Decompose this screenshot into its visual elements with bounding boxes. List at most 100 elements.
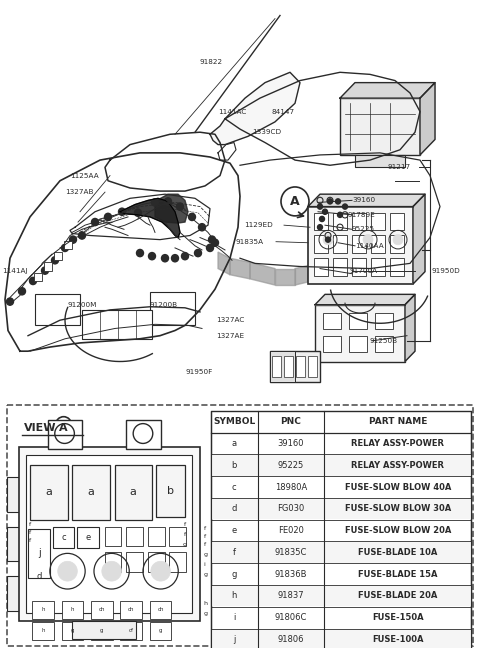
Text: 91806: 91806 [278, 635, 304, 644]
Bar [352, 236, 366, 253]
Text: FUSE-BLADE 20A: FUSE-BLADE 20A [358, 591, 437, 601]
Circle shape [199, 223, 205, 231]
Bar [7, 477, 21, 512]
Bar [211, 455, 471, 476]
Bar [150, 601, 171, 619]
Polygon shape [315, 294, 415, 305]
Bar [44, 263, 52, 271]
Text: 91835C: 91835C [275, 548, 307, 557]
Bar [150, 292, 195, 326]
Circle shape [212, 239, 218, 246]
Bar [72, 621, 136, 639]
Bar [352, 258, 366, 276]
Bar [19, 447, 200, 621]
Text: ch: ch [98, 607, 105, 612]
Bar [211, 542, 471, 563]
Text: 91217: 91217 [388, 164, 411, 170]
Text: f: f [184, 522, 186, 527]
Text: A: A [60, 422, 68, 433]
Circle shape [19, 288, 25, 295]
Text: g: g [159, 628, 162, 633]
Bar [390, 258, 404, 276]
Circle shape [194, 250, 202, 257]
Text: 1140AA: 1140AA [355, 243, 384, 249]
Bar [126, 552, 143, 572]
Text: f: f [204, 534, 206, 539]
Circle shape [161, 255, 168, 262]
Bar [375, 313, 393, 329]
Text: 91806C: 91806C [275, 613, 307, 622]
Bar [390, 236, 404, 253]
Text: f: f [29, 530, 31, 535]
Text: FUSE-100A: FUSE-100A [372, 635, 423, 644]
Bar [333, 236, 347, 253]
Text: 91250B: 91250B [370, 338, 398, 344]
Bar [390, 213, 404, 231]
Text: g: g [231, 570, 237, 578]
Text: f: f [29, 538, 31, 543]
Bar [371, 258, 385, 276]
Polygon shape [250, 263, 275, 285]
Circle shape [323, 209, 327, 214]
Polygon shape [218, 252, 230, 274]
Circle shape [41, 267, 48, 274]
Text: h: h [41, 607, 45, 612]
Text: 95225: 95225 [278, 460, 304, 470]
Bar [375, 335, 393, 352]
Text: a: a [130, 487, 137, 497]
Text: g: g [204, 552, 208, 557]
Bar [91, 601, 113, 619]
Text: 95225: 95225 [352, 226, 375, 233]
Bar [349, 335, 367, 352]
Bar [211, 411, 471, 650]
Text: FE020: FE020 [278, 526, 304, 535]
Bar [32, 601, 54, 619]
Bar [270, 351, 295, 382]
Bar [169, 552, 186, 572]
Circle shape [119, 208, 125, 215]
Bar [120, 601, 142, 619]
Text: 39160: 39160 [278, 439, 304, 448]
Circle shape [336, 199, 340, 204]
Circle shape [136, 250, 144, 257]
Bar [314, 258, 328, 276]
Bar [211, 498, 471, 519]
Text: 39160: 39160 [352, 197, 375, 204]
Circle shape [325, 237, 331, 242]
Text: e: e [85, 533, 91, 542]
Bar [120, 622, 142, 639]
Text: cf: cf [129, 628, 134, 633]
Text: 91950D: 91950D [432, 268, 461, 274]
Bar [28, 529, 50, 578]
Text: e: e [231, 526, 237, 535]
Text: b: b [167, 486, 174, 496]
Bar [156, 465, 185, 517]
Bar [211, 586, 471, 607]
Circle shape [152, 199, 158, 206]
Text: PNC: PNC [280, 417, 301, 426]
Bar [340, 98, 420, 155]
Text: h: h [41, 628, 45, 633]
Polygon shape [295, 265, 308, 285]
Text: d: d [231, 504, 237, 514]
Bar [105, 552, 121, 572]
Text: 1125AA: 1125AA [70, 172, 99, 179]
Circle shape [208, 236, 216, 243]
Circle shape [343, 204, 348, 209]
Circle shape [29, 277, 36, 284]
Circle shape [317, 225, 323, 230]
Text: 84147: 84147 [272, 109, 295, 115]
Bar [30, 465, 68, 519]
Circle shape [165, 198, 171, 205]
Text: j: j [38, 548, 40, 558]
Bar [308, 356, 317, 377]
Text: f: f [233, 548, 236, 557]
Text: a: a [88, 487, 95, 497]
Text: FUSE-150A: FUSE-150A [372, 613, 423, 622]
Bar [61, 601, 83, 619]
Polygon shape [340, 83, 435, 98]
Text: 1129ED: 1129ED [244, 222, 273, 228]
Text: 1339CD: 1339CD [252, 129, 281, 135]
Polygon shape [155, 194, 188, 223]
Text: FUSE-SLOW BLOW 40A: FUSE-SLOW BLOW 40A [345, 483, 451, 491]
